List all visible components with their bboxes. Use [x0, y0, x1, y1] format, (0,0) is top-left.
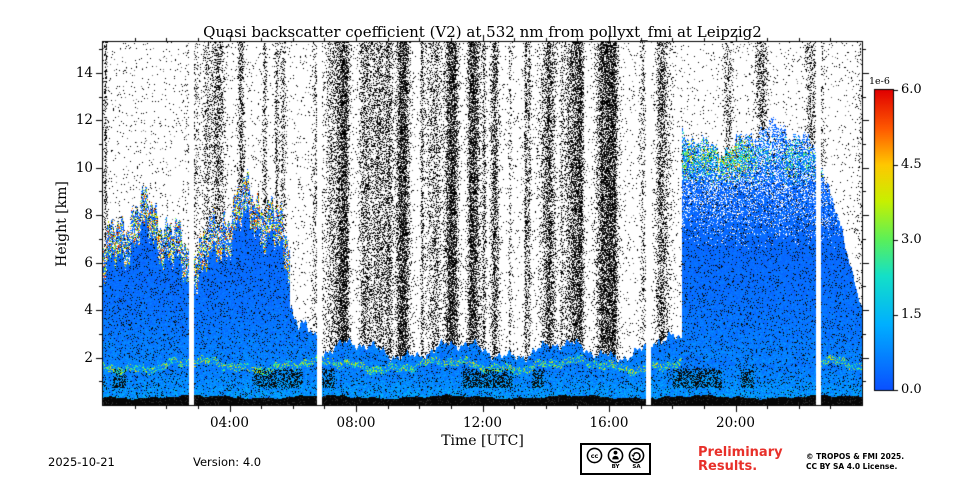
cc-sa-icon: [628, 447, 645, 464]
x-axis-label: Time [UTC]: [441, 433, 524, 449]
version-label: Version: 4.0: [193, 455, 262, 469]
cc-by-icon: [607, 447, 624, 464]
x-tick-label-1: 08:00: [336, 415, 376, 431]
y-tick-label-0: 2: [84, 349, 93, 366]
y-tick-label-6: 14: [75, 64, 93, 81]
preliminary-line2: Results.: [698, 459, 758, 475]
x-tick-label-4: 20:00: [716, 415, 755, 431]
cc-icon: cc: [586, 447, 603, 464]
license-badge: cc BY SA: [580, 443, 651, 475]
y-tick-label-1: 4: [84, 302, 93, 319]
date-label: 2025-10-21: [48, 455, 115, 469]
y-tick-label-3: 8: [84, 207, 93, 224]
cc-sa-label: SA: [632, 464, 641, 470]
copyright-line2: CC BY SA 4.0 License.: [806, 462, 898, 472]
y-tick-label-5: 12: [75, 112, 93, 129]
x-tick-label-3: 16:00: [589, 415, 629, 431]
x-tick-label-0: 04:00: [210, 415, 249, 431]
cc-by-badge-cell: BY: [607, 447, 624, 471]
colorbar-tick-label-4: 0.0: [901, 382, 922, 397]
x-tick-label-2: 12:00: [463, 415, 502, 431]
y-tick-label-4: 10: [75, 159, 93, 176]
copyright-line1: © TROPOS & FMI 2025.: [806, 452, 905, 461]
plot-title: Quasi backscatter coefficient (V2) at 53…: [203, 23, 762, 41]
cc-sa-badge-cell: SA: [628, 447, 645, 471]
colorbar-exponent-label: 1e-6: [869, 76, 890, 87]
colorbar-tick-label-3: 1.5: [901, 307, 922, 322]
y-tick-label-2: 6: [84, 254, 93, 271]
copyright-note: © TROPOS & FMI 2025. CC BY SA 4.0 Licens…: [806, 452, 904, 472]
cc-badge-cell: cc: [586, 447, 603, 471]
svg-text:cc: cc: [591, 452, 599, 460]
preliminary-results-note: Preliminary Results.: [698, 445, 783, 475]
colorbar-tick-label-2: 3.0: [901, 232, 922, 247]
preliminary-line1: Preliminary: [698, 445, 783, 460]
colorbar-tick-label-1: 4.5: [901, 157, 922, 172]
colorbar-tick-label-0: 6.0: [901, 82, 922, 97]
cc-by-label: BY: [611, 464, 620, 470]
